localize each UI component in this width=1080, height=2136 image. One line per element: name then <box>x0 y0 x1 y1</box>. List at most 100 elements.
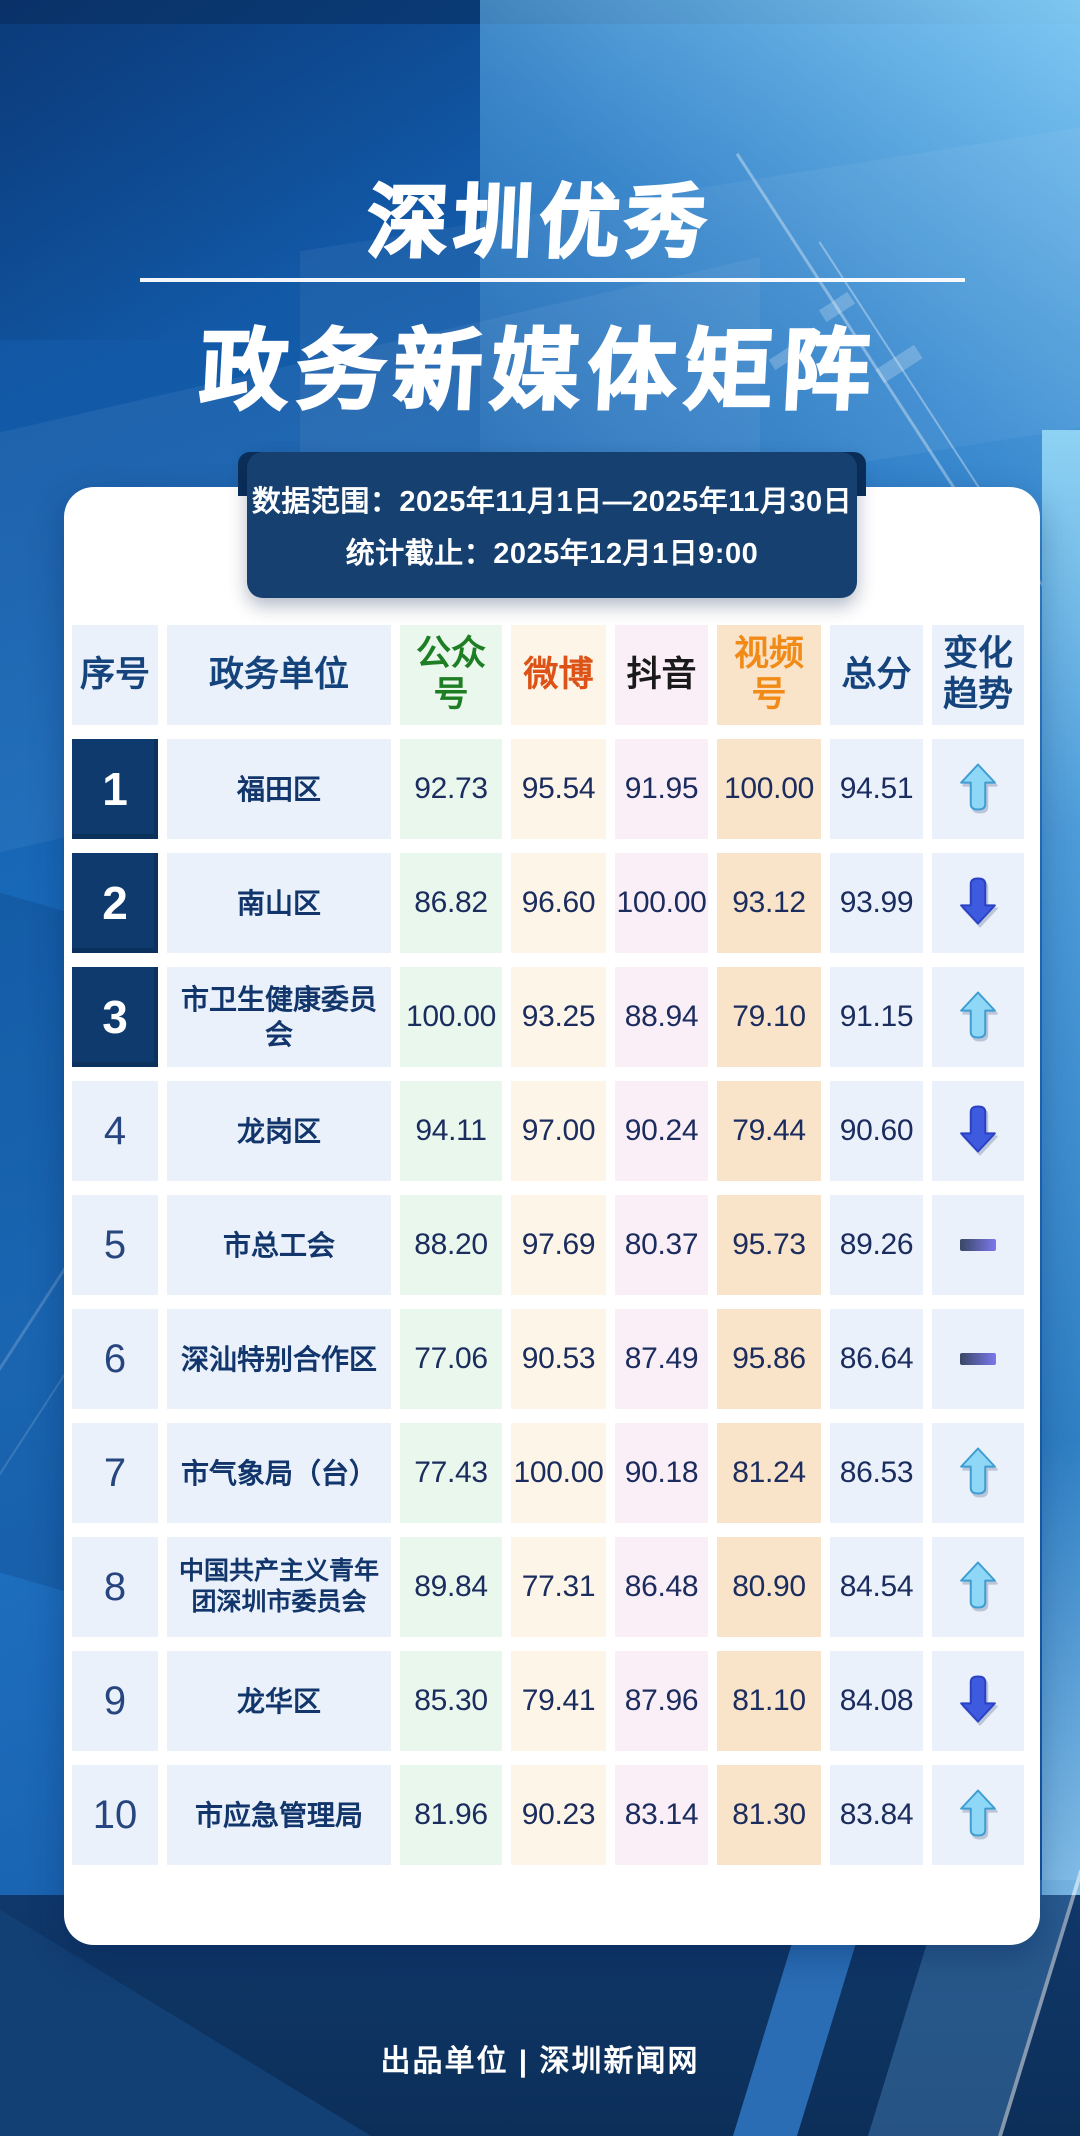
score-douyin: 88.94 <box>615 967 708 1067</box>
score-total: 83.84 <box>830 1765 923 1865</box>
trend-cell <box>932 1195 1024 1295</box>
trend-up-icon <box>958 990 998 1045</box>
score-weibo: 79.41 <box>511 1651 606 1751</box>
rank-number: 7 <box>103 1450 127 1495</box>
score-shipinhao: 81.10 <box>717 1651 821 1751</box>
trend-cell <box>932 1309 1024 1409</box>
score-gongzhonghao: 81.96 <box>400 1765 502 1865</box>
unit-name: 龙岗区 <box>236 1115 321 1147</box>
unit-name: 深汕特别合作区 <box>180 1343 377 1375</box>
score-douyin: 90.24 <box>615 1081 708 1181</box>
trend-cell <box>932 1651 1024 1751</box>
score-total: 89.26 <box>830 1195 923 1295</box>
score-douyin: 87.49 <box>615 1309 708 1409</box>
trend-up-icon <box>958 1446 998 1501</box>
score-total: 93.99 <box>830 853 923 953</box>
score-douyin: 91.95 <box>615 739 708 839</box>
score-weibo: 97.69 <box>511 1195 606 1295</box>
score-douyin: 83.14 <box>615 1765 708 1865</box>
title-divider <box>140 278 965 282</box>
score-weibo: 93.25 <box>511 967 606 1067</box>
column-header-unit: 政务单位 <box>167 625 391 725</box>
score-shipinhao: 93.12 <box>717 853 821 953</box>
score-shipinhao: 80.90 <box>717 1537 821 1637</box>
trend-up-icon <box>958 1560 998 1615</box>
footer-credit: 出品单位 | 深圳新闻网 <box>380 2045 700 2078</box>
score-weibo: 100.00 <box>511 1423 606 1523</box>
rank-number: 4 <box>103 1108 127 1153</box>
score-gongzhonghao: 92.73 <box>400 739 502 839</box>
unit-name: 龙华区 <box>236 1685 321 1717</box>
unit-cell: 市气象局（台） <box>167 1423 391 1523</box>
unit-name: 福田区 <box>236 773 321 805</box>
unit-cell: 龙华区 <box>167 1651 391 1751</box>
unit-name: 市应急管理局 <box>194 1799 363 1831</box>
unit-name: 市总工会 <box>222 1229 335 1261</box>
score-gongzhonghao: 86.82 <box>400 853 502 953</box>
unit-cell: 市总工会 <box>167 1195 391 1295</box>
unit-cell: 深汕特别合作区 <box>167 1309 391 1409</box>
score-weibo: 95.54 <box>511 739 606 839</box>
rank-cell: 8 <box>72 1537 158 1637</box>
date-box: 数据范围：2025年11月1日—2025年11月30日 统计截止：2025年12… <box>247 452 857 598</box>
rank-cell: 5 <box>72 1195 158 1295</box>
date-range-text: 数据范围：2025年11月1日—2025年11月30日 <box>251 486 853 518</box>
score-weibo: 90.53 <box>511 1309 606 1409</box>
page-title-line2: 政务新媒体矩阵 <box>196 320 883 422</box>
score-weibo: 90.23 <box>511 1765 606 1865</box>
score-gongzhonghao: 77.43 <box>400 1423 502 1523</box>
score-shipinhao: 81.24 <box>717 1423 821 1523</box>
score-douyin: 86.48 <box>615 1537 708 1637</box>
bg-shape <box>1042 430 1080 1960</box>
rank-cell: 3 <box>72 967 158 1067</box>
score-gongzhonghao: 100.00 <box>400 967 502 1067</box>
score-total: 91.15 <box>830 967 923 1067</box>
rank-cell: 9 <box>72 1651 158 1751</box>
score-gongzhonghao: 94.11 <box>400 1081 502 1181</box>
score-douyin: 100.00 <box>615 853 708 953</box>
score-total: 86.64 <box>830 1309 923 1409</box>
score-douyin: 80.37 <box>615 1195 708 1295</box>
score-douyin: 87.96 <box>615 1651 708 1751</box>
rank-number: 8 <box>103 1564 127 1609</box>
flat-dash-icon <box>960 1239 996 1251</box>
trend-down-icon <box>958 1104 998 1159</box>
ranking-table: 序号 政务单位 公众号 微博 抖音 视频号 总分 变化趋势 1 福田区 92.7… <box>72 625 1024 1865</box>
column-header-weibo: 微博 <box>511 625 606 725</box>
page-title-line1: 深圳优秀 <box>364 177 715 269</box>
score-shipinhao: 100.00 <box>717 739 821 839</box>
column-header-rank: 序号 <box>72 625 158 725</box>
column-header-gongzhonghao: 公众号 <box>400 625 502 725</box>
unit-name: 中国共产主义青年团深圳市委员会 <box>178 1556 379 1616</box>
rank-number: 3 <box>102 991 128 1043</box>
score-shipinhao: 95.73 <box>717 1195 821 1295</box>
score-gongzhonghao: 89.84 <box>400 1537 502 1637</box>
score-total: 84.08 <box>830 1651 923 1751</box>
score-gongzhonghao: 88.20 <box>400 1195 502 1295</box>
score-shipinhao: 79.44 <box>717 1081 821 1181</box>
unit-cell: 市应急管理局 <box>167 1765 391 1865</box>
score-weibo: 97.00 <box>511 1081 606 1181</box>
trend-up-icon <box>958 1788 998 1843</box>
trend-cell <box>932 1081 1024 1181</box>
bg-shape <box>0 0 1080 24</box>
score-total: 84.54 <box>830 1537 923 1637</box>
score-douyin: 90.18 <box>615 1423 708 1523</box>
rank-cell: 2 <box>72 853 158 953</box>
rank-number: 5 <box>103 1222 127 1267</box>
rank-number: 6 <box>103 1336 127 1381</box>
score-total: 86.53 <box>830 1423 923 1523</box>
score-total: 94.51 <box>830 739 923 839</box>
column-header-douyin: 抖音 <box>615 625 708 725</box>
trend-cell <box>932 853 1024 953</box>
rank-number: 2 <box>102 877 128 929</box>
flat-dash-icon <box>960 1353 996 1365</box>
unit-cell: 福田区 <box>167 739 391 839</box>
column-header-trend: 变化趋势 <box>932 625 1024 725</box>
trend-flat-icon <box>960 1239 996 1251</box>
trend-down-icon <box>958 876 998 931</box>
trend-cell <box>932 1765 1024 1865</box>
trend-up-icon <box>958 762 998 817</box>
rank-number: 9 <box>103 1678 127 1723</box>
